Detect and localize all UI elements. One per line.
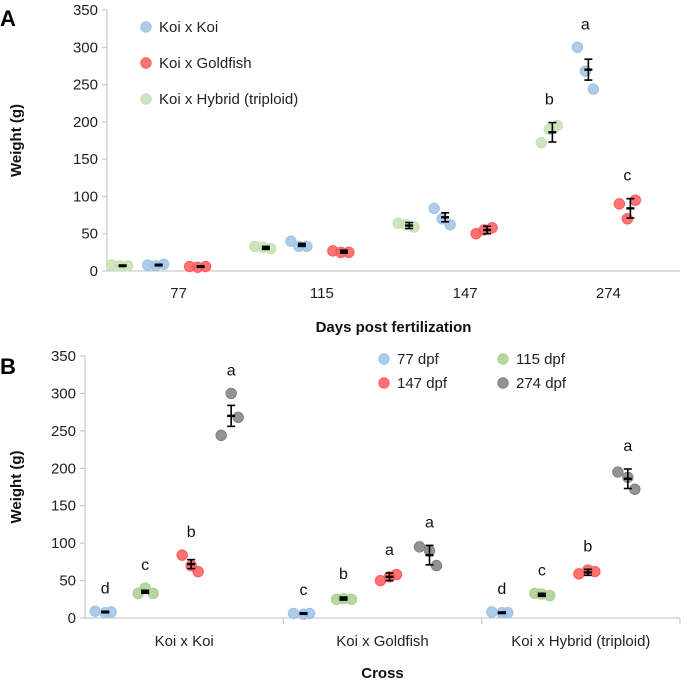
significance-letter: a bbox=[581, 16, 590, 33]
data-point bbox=[413, 541, 426, 553]
data-point bbox=[285, 235, 297, 247]
legend-marker bbox=[140, 93, 152, 105]
data-point bbox=[428, 202, 440, 215]
y-tick-label: 0 bbox=[90, 263, 98, 280]
y-axis-label: Weight (g) bbox=[8, 450, 25, 523]
x-tick-label: 77 bbox=[170, 285, 187, 302]
legend: Koi x Koi Koi x Goldfish Koi x Hybrid (tri… bbox=[140, 19, 298, 108]
x-tick-label: Koi x Hybrid (triploid) bbox=[511, 633, 650, 650]
data-point bbox=[176, 549, 188, 561]
significance-letter: a bbox=[425, 514, 434, 531]
y-tick-label: 150 bbox=[73, 151, 98, 168]
data-point bbox=[486, 606, 498, 618]
legend: 77 dpf 115 dpf 147 dpf 274 dpf bbox=[378, 351, 567, 392]
x-axis-label: Days post fertilization bbox=[316, 319, 472, 336]
legend-label: Koi x Koi bbox=[159, 19, 218, 36]
data-point bbox=[571, 41, 584, 53]
legend-marker bbox=[497, 353, 509, 365]
data-point bbox=[345, 593, 358, 605]
y-tick-label: 250 bbox=[51, 423, 76, 440]
significance-letter: b bbox=[187, 524, 196, 541]
significance-letter: d bbox=[497, 581, 506, 598]
x-tick-label: Koi x Koi bbox=[155, 633, 214, 650]
data-point bbox=[613, 198, 626, 210]
legend-marker bbox=[378, 377, 390, 389]
significance-letter: a bbox=[385, 542, 394, 559]
legend-label: 115 dpf bbox=[516, 351, 566, 368]
chart-panel-b: B 0 50 100 150 200 250 300 350 Koi x Koi Koi x Gol… bbox=[0, 348, 681, 682]
data-point bbox=[287, 607, 300, 620]
significance-letter: c bbox=[623, 168, 631, 185]
y-tick-label: 200 bbox=[73, 114, 98, 131]
data-point bbox=[486, 222, 498, 234]
legend-marker bbox=[140, 57, 152, 69]
data-point bbox=[408, 221, 420, 233]
y-tick-label: 350 bbox=[51, 348, 76, 365]
y-axis-label: Weight (g) bbox=[8, 104, 25, 177]
significance-letter: a bbox=[623, 438, 632, 455]
data-point bbox=[587, 83, 600, 95]
legend-label: 147 dpf bbox=[397, 375, 448, 392]
data-point bbox=[390, 568, 403, 581]
y-tick-label: 100 bbox=[73, 188, 98, 205]
chart-panel-a: A 0 50 100 150 200 250 300 350 77 115 147 274 Days po… bbox=[0, 2, 680, 336]
x-tick-label: 147 bbox=[453, 285, 478, 302]
y-tick-label: 150 bbox=[51, 498, 76, 515]
legend-marker bbox=[497, 377, 509, 389]
legend-label: 274 dpf bbox=[516, 375, 567, 392]
data-point bbox=[89, 605, 101, 617]
data-point bbox=[612, 466, 624, 478]
data-point bbox=[225, 387, 237, 400]
data-point bbox=[535, 137, 548, 149]
data-point bbox=[147, 587, 159, 599]
significance-letter: c bbox=[300, 582, 308, 599]
data-point bbox=[544, 589, 556, 602]
legend-marker bbox=[140, 21, 152, 33]
x-tick-label: Koi x Goldfish bbox=[336, 633, 429, 650]
panel-label: B bbox=[0, 354, 16, 379]
legend-marker bbox=[378, 353, 390, 365]
significance-letter: b bbox=[545, 92, 554, 109]
significance-letter: c bbox=[538, 562, 546, 579]
data-point bbox=[215, 429, 227, 442]
y-tick-label: 250 bbox=[73, 77, 98, 94]
panel-label: A bbox=[0, 6, 16, 31]
legend-label: Koi x Goldfish bbox=[159, 55, 252, 72]
y-tick-label: 0 bbox=[68, 610, 76, 627]
significance-letter: a bbox=[227, 362, 236, 379]
legend-label: 77 dpf bbox=[397, 351, 440, 368]
x-tick-label: 274 bbox=[596, 285, 621, 302]
x-axis-label: Cross bbox=[361, 665, 404, 682]
data-point bbox=[232, 411, 244, 424]
y-tick-label: 50 bbox=[81, 226, 98, 243]
y-tick-label: 50 bbox=[59, 573, 76, 590]
y-tick-label: 200 bbox=[51, 460, 76, 477]
significance-letter: b bbox=[583, 538, 592, 555]
data-point bbox=[192, 565, 204, 578]
y-tick-label: 300 bbox=[51, 385, 76, 402]
significance-letter: b bbox=[339, 566, 348, 583]
data-point bbox=[629, 194, 642, 206]
x-tick-label: 115 bbox=[310, 285, 334, 302]
y-tick-label: 300 bbox=[73, 39, 98, 56]
y-tick-label: 350 bbox=[73, 2, 98, 19]
legend-label: Koi x Hybrid (triploid) bbox=[159, 91, 298, 108]
y-tick-label: 100 bbox=[51, 535, 76, 552]
significance-letter: c bbox=[141, 557, 149, 574]
significance-letter: d bbox=[101, 580, 110, 597]
